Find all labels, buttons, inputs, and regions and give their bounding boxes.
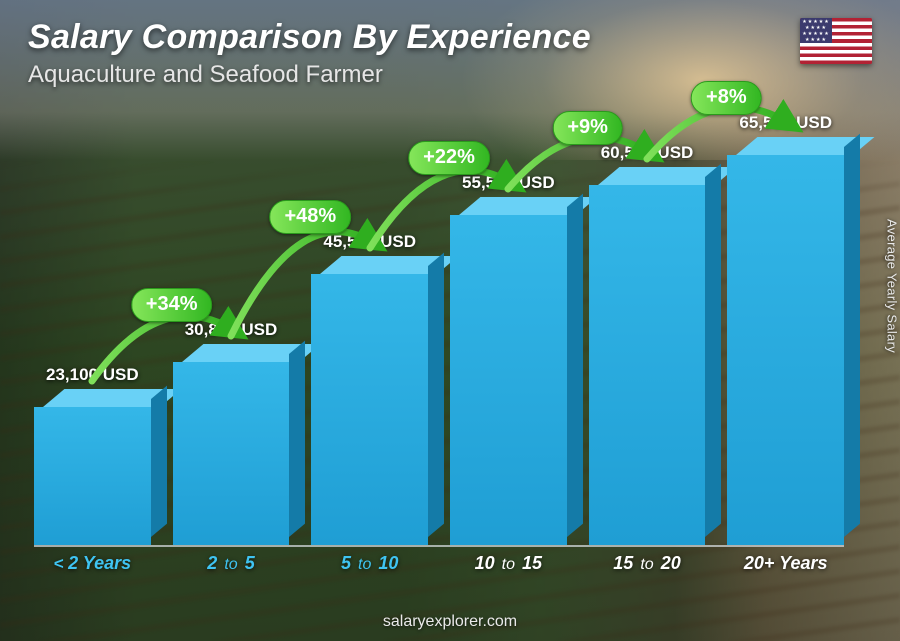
bar (589, 185, 706, 545)
x-tick: 15 to 20 (589, 547, 706, 571)
bar-slot: 30,800 USD (173, 121, 290, 545)
us-flag-icon (800, 18, 872, 64)
bar (173, 362, 290, 545)
y-axis-label: Average Yearly Salary (885, 219, 900, 353)
bar-slot: 45,500 USD (311, 121, 428, 545)
x-tick: 2 to 5 (173, 547, 290, 571)
bar (727, 155, 844, 545)
footer-credit: salaryexplorer.com (0, 613, 900, 631)
bar-slot: 60,500 USD (589, 121, 706, 545)
bar-value-label: 23,100 USD (11, 365, 174, 385)
bar (311, 274, 428, 545)
bar-value-label: 45,500 USD (288, 232, 451, 252)
bar-value-label: 30,800 USD (149, 320, 312, 340)
bar (450, 215, 567, 545)
x-tick: < 2 Years (34, 547, 151, 571)
bar-slot: 65,500 USD (727, 121, 844, 545)
bar-slot: 55,500 USD (450, 121, 567, 545)
bar (34, 407, 151, 545)
bar-value-label: 65,500 USD (704, 113, 867, 133)
x-tick: 10 to 15 (450, 547, 567, 571)
page-title: Salary Comparison By Experience (28, 18, 591, 57)
x-tick: 20+ Years (727, 547, 844, 571)
x-axis: < 2 Years 2 to 5 5 to 10 10 to 15 15 to 20 20… (34, 545, 844, 571)
page-subtitle: Aquaculture and Seafood Farmer (28, 61, 591, 89)
bar-value-label: 60,500 USD (565, 143, 728, 163)
header: Salary Comparison By Experience Aquacult… (28, 18, 872, 89)
salary-bar-chart: 23,100 USD30,800 USD45,500 USD55,500 USD… (34, 121, 844, 571)
bar-value-label: 55,500 USD (427, 173, 590, 193)
x-tick: 5 to 10 (311, 547, 428, 571)
bar-slot: 23,100 USD (34, 121, 151, 545)
